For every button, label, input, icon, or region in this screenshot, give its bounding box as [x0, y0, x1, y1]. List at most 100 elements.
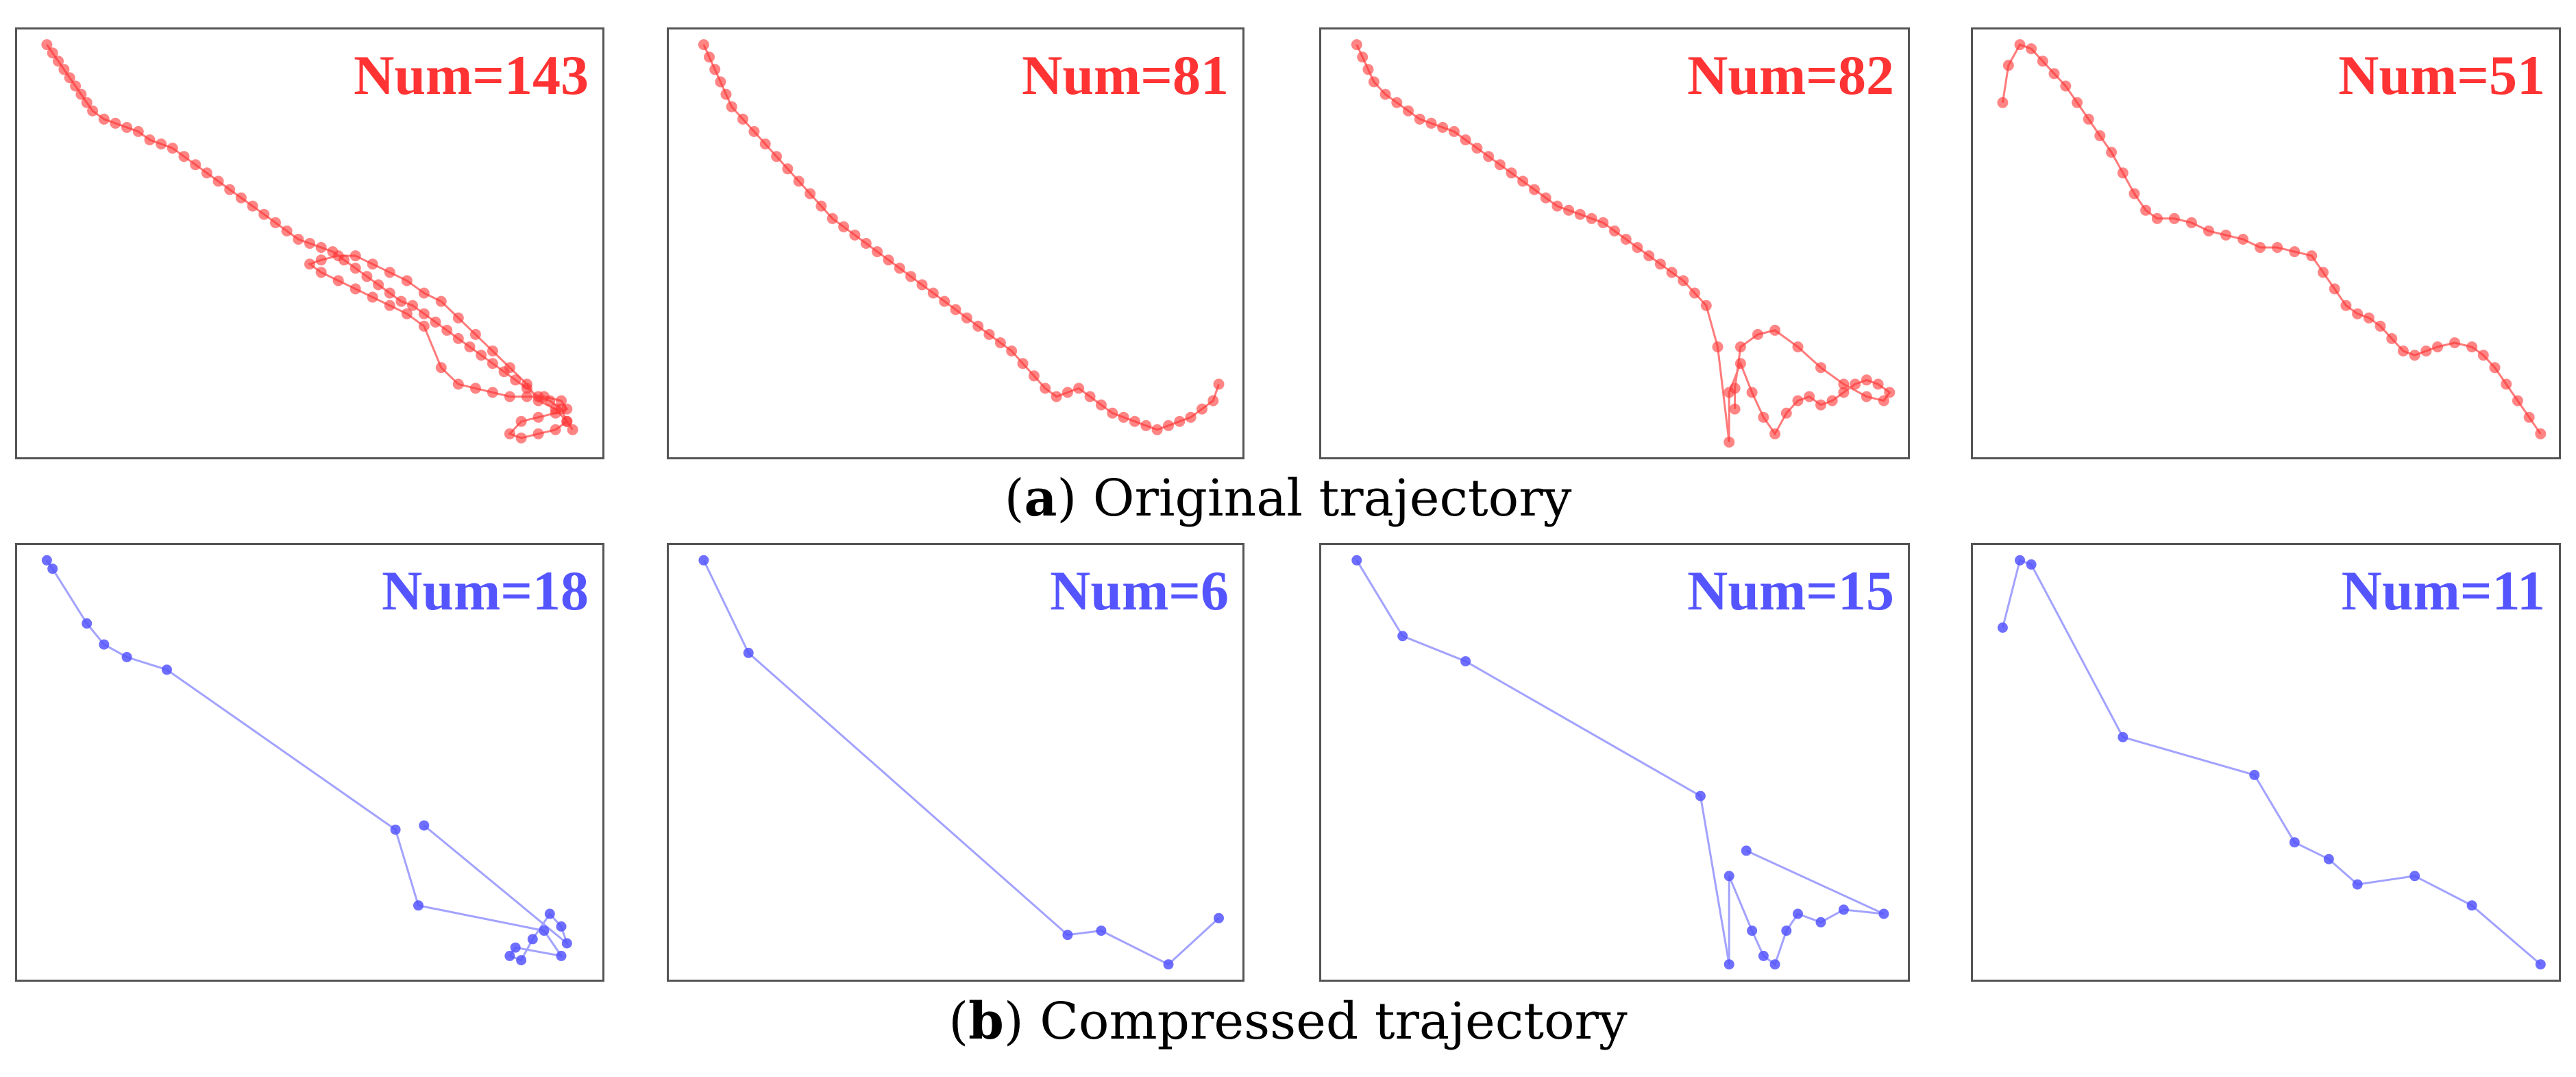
trajectory-point	[1529, 184, 1540, 195]
trajectory-point	[1781, 925, 1792, 936]
trajectory-point	[2272, 242, 2283, 253]
trajectory-point	[1729, 383, 1741, 394]
trajectory-point	[527, 934, 538, 945]
trajectory-point	[510, 942, 521, 953]
trajectory-point	[698, 555, 709, 566]
trajectory-point	[1096, 925, 1107, 936]
trajectory-point	[1792, 341, 1804, 352]
trajectory-point	[550, 403, 561, 415]
caption-compressed-text: Compressed trajectory	[1023, 992, 1628, 1051]
plot-panel-compressed-4: Num=11	[1971, 543, 2561, 982]
trajectory-point	[1734, 358, 1746, 370]
trajectory-point	[1815, 362, 1826, 374]
trajectory-point	[2140, 204, 2152, 216]
trajectory-point	[1695, 790, 1706, 801]
trajectory-point	[70, 80, 82, 92]
trajectory-point	[2363, 312, 2375, 324]
trajectory-point	[1351, 39, 1362, 51]
trajectory-point	[332, 250, 344, 262]
trajectory-point	[1062, 930, 1073, 941]
trajectory-point	[1017, 358, 1029, 370]
trajectory-point	[384, 300, 395, 311]
trajectory-point	[504, 428, 515, 439]
trajectory-point	[1357, 51, 1369, 63]
trajectory-point	[144, 134, 156, 145]
trajectory-point	[212, 176, 224, 187]
trajectory-point	[110, 117, 121, 129]
trajectory-point	[771, 151, 783, 162]
trajectory-point	[224, 184, 236, 195]
trajectory-point	[315, 254, 327, 266]
trajectory-point	[452, 332, 464, 344]
trajectory-point	[367, 258, 378, 270]
trajectory-point	[2323, 854, 2334, 864]
trajectory-point	[1758, 411, 1769, 423]
trajectory-point	[167, 143, 178, 154]
trajectory-point	[401, 308, 413, 319]
trajectory-point	[1780, 407, 1792, 419]
trajectory-point	[349, 283, 361, 295]
trajectory-point	[1872, 378, 1884, 390]
trajectory-point	[464, 341, 476, 352]
trajectory-point	[418, 287, 430, 299]
trajectory-point	[726, 101, 737, 112]
trajectory-point	[162, 664, 172, 675]
trajectory-point	[87, 105, 99, 117]
trajectory-point	[2106, 147, 2118, 158]
trajectory-point	[961, 312, 972, 324]
trajectory-point	[698, 39, 709, 51]
trajectory-point	[1654, 258, 1666, 270]
trajectory-point	[1689, 287, 1700, 299]
trajectory-point	[247, 200, 258, 212]
trajectory-point	[2512, 395, 2523, 407]
trajectory-point	[435, 295, 447, 307]
caption-original-text: Original trajectory	[1077, 469, 1572, 528]
trajectory-point	[1997, 622, 2008, 633]
trajectory-point	[793, 176, 805, 187]
point-count-label: Num=81	[1022, 44, 1229, 106]
trajectory-point	[838, 221, 850, 232]
trajectory-point	[469, 383, 481, 394]
trajectory-point	[1563, 204, 1575, 216]
trajectory-point	[860, 238, 872, 249]
trajectory-point	[2329, 283, 2340, 295]
trajectory-point	[1666, 267, 1678, 278]
trajectory-point	[2535, 428, 2547, 439]
trajectory-point	[201, 167, 212, 179]
trajectory-point	[47, 47, 58, 59]
trajectory-point	[2306, 250, 2318, 262]
trajectory-point	[2466, 900, 2477, 911]
trajectory-point	[2375, 320, 2386, 332]
trajectory-point	[441, 324, 453, 336]
trajectory-point	[1084, 391, 1096, 402]
point-count-label: Num=143	[354, 44, 589, 106]
trajectory-point	[743, 647, 754, 658]
trajectory-point	[532, 428, 544, 439]
trajectory-point	[939, 295, 950, 307]
trajectory-point	[1793, 908, 1803, 919]
trajectory-point	[2026, 559, 2037, 570]
trajectory-point	[1861, 374, 1872, 386]
trajectory-point	[430, 316, 441, 328]
trajectory-point	[504, 362, 515, 374]
point-count-label: Num=6	[1050, 559, 1229, 622]
trajectory-point	[121, 652, 132, 662]
trajectory-point	[815, 200, 827, 212]
caption-original: (a) Original trajectory	[1004, 469, 1572, 528]
plot-panel-compressed-2: Num=6	[667, 543, 1244, 982]
trajectory-point	[521, 378, 532, 390]
trajectory-point	[2072, 97, 2083, 108]
trajectory-point	[1734, 341, 1746, 352]
trajectory-point	[2289, 246, 2301, 258]
trajectory-point	[521, 391, 532, 402]
trajectory-point	[332, 275, 344, 287]
trajectory-point	[2203, 225, 2214, 237]
trajectory-point	[2289, 837, 2300, 848]
trajectory-point	[2523, 411, 2535, 423]
trajectory-point	[349, 263, 361, 274]
trajectory-point	[927, 287, 939, 299]
trajectory-point	[1826, 395, 1838, 407]
trajectory-point	[315, 242, 327, 253]
trajectory-point	[132, 125, 144, 137]
trajectory-point	[1878, 395, 1889, 407]
